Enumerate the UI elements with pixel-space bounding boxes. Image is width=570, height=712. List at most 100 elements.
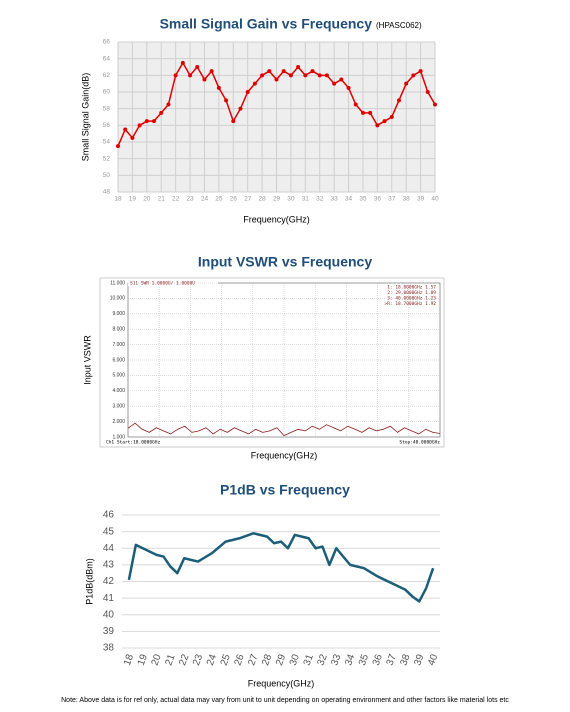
y-tick-label: 43 <box>103 560 115 571</box>
data-point <box>288 73 293 78</box>
start-label: Ch1 Start:18.0000GHz <box>106 440 160 446</box>
note: Note: Above data is for ref only, actual… <box>61 697 509 704</box>
y-axis-label: P1dB(dBm) <box>84 558 94 605</box>
y-tick-label: 52 <box>103 155 111 162</box>
data-point <box>339 77 344 82</box>
y-tick-label: 1.000 <box>112 434 125 440</box>
data-point <box>404 81 409 86</box>
x-axis-label: Frequency(GHz) <box>251 450 318 460</box>
x-tick-label: 24 <box>205 653 219 668</box>
x-tick-label: 31 <box>302 196 310 203</box>
x-tick-label: 28 <box>260 653 274 668</box>
data-point <box>238 106 243 111</box>
x-tick-label: 36 <box>374 196 382 203</box>
y-tick-label: 3.000 <box>112 404 125 410</box>
chart-subtitle: (HPASC062) <box>376 21 422 30</box>
x-tick-label: 38 <box>398 653 412 668</box>
x-tick-label: 39 <box>412 653 426 668</box>
x-tick-label: 32 <box>316 653 330 668</box>
x-tick-label: 24 <box>201 196 209 203</box>
data-point <box>418 69 423 74</box>
y-tick-label: 38 <box>103 643 115 654</box>
x-tick-label: 22 <box>172 196 180 203</box>
y-tick-label: 58 <box>103 105 111 112</box>
x-tick-label: 35 <box>359 196 367 203</box>
y-axis-label: Input VSWR <box>82 335 92 385</box>
data-point <box>332 81 337 86</box>
x-tick-label: 37 <box>385 653 399 668</box>
data-point <box>260 73 265 78</box>
data-point <box>324 73 329 78</box>
y-tick-label: 56 <box>103 122 111 129</box>
x-tick-label: 40 <box>426 653 440 668</box>
instrument-header: S11 SWR 1.0000U/ 1.0000U <box>130 281 195 287</box>
y-axis-label: Small Signal Gain(dB) <box>80 73 90 162</box>
data-point <box>396 98 401 103</box>
data-point <box>303 73 308 78</box>
data-point <box>245 90 250 94</box>
data-point <box>281 69 286 74</box>
x-tick-label: 23 <box>191 653 205 668</box>
data-point <box>346 85 351 90</box>
x-tick-label: 36 <box>371 653 385 668</box>
x-tick-label: 30 <box>288 653 302 668</box>
instrument-screen <box>99 277 445 448</box>
x-tick-label: 32 <box>316 196 324 203</box>
x-axis-label: Frequency(GHz) <box>243 214 310 224</box>
x-tick-label: 20 <box>143 196 151 203</box>
stop-label: Stop:40.0000GHz <box>399 440 440 446</box>
x-axis-label: Frequency(GHz) <box>248 678 315 688</box>
data-point <box>137 123 142 128</box>
x-tick-label: 26 <box>233 653 247 668</box>
data-point <box>433 102 437 107</box>
data-point <box>353 102 358 107</box>
data-point <box>231 119 236 124</box>
data-point <box>180 60 185 65</box>
x-tick-label: 34 <box>345 196 353 203</box>
y-tick-label: 42 <box>103 576 115 587</box>
x-tick-label: 19 <box>129 196 137 203</box>
data-point <box>368 110 373 115</box>
y-tick-label: 9.000 <box>112 311 125 317</box>
data-point <box>130 135 135 140</box>
data-point <box>267 69 272 74</box>
x-tick-label: 20 <box>150 653 164 668</box>
x-tick-label: 29 <box>273 196 281 203</box>
marker-readout: >R: 18.7000GHz 1.92 <box>385 301 437 307</box>
data-point <box>173 73 178 78</box>
y-tick-label: 60 <box>103 89 111 96</box>
x-tick-label: 23 <box>186 196 194 203</box>
data-point <box>382 119 387 124</box>
x-tick-label: 34 <box>343 653 357 668</box>
x-tick-label: 21 <box>158 196 166 203</box>
data-point <box>195 65 200 69</box>
y-tick-label: 48 <box>103 189 111 196</box>
marker-readout: 2: 29.0000GHz 1.09 <box>387 290 436 296</box>
data-point <box>224 98 229 103</box>
x-tick-label: 40 <box>431 196 439 203</box>
x-tick-label: 33 <box>331 196 339 203</box>
data-point <box>375 123 380 128</box>
y-tick-label: 4.000 <box>112 388 125 394</box>
x-tick-label: 22 <box>177 653 191 668</box>
data-point <box>144 119 149 124</box>
y-tick-label: 41 <box>103 593 115 604</box>
data-line <box>127 532 435 603</box>
x-tick-label: 26 <box>230 196 238 203</box>
y-tick-label: 8.000 <box>112 327 125 333</box>
data-point <box>202 77 207 82</box>
y-tick-label: 7.000 <box>112 342 125 348</box>
y-tick-label: 44 <box>103 543 115 554</box>
y-tick-label: 54 <box>103 139 111 146</box>
data-point <box>166 102 171 107</box>
data-point <box>159 110 164 115</box>
x-tick-label: 19 <box>136 653 150 668</box>
y-tick-label: 46 <box>103 510 115 521</box>
x-tick-label: 39 <box>417 196 425 203</box>
data-point <box>209 69 214 74</box>
x-tick-label: 18 <box>114 196 122 203</box>
data-point <box>216 85 221 90</box>
x-tick-label: 25 <box>215 196 223 203</box>
x-tick-label: 33 <box>329 653 343 668</box>
